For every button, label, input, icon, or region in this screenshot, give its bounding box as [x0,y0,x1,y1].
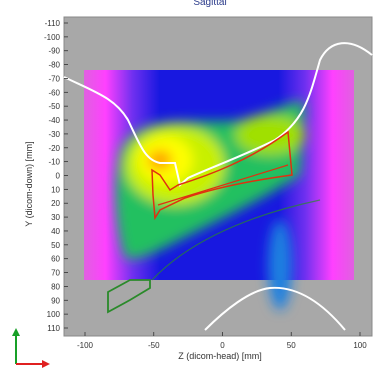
target-contour-inner [157,164,289,206]
y-axis: -110-100-90-80-70-60-50-40-30-20-1001020… [44,19,68,333]
y-tick-label: 10 [51,185,60,194]
y-tick-label: 100 [47,310,61,319]
y-tick-label: -80 [48,61,60,70]
view-title: Sagittal [193,0,227,8]
x-axis-label: Z (dicom-head) [mm] [178,351,262,361]
y-tick-label: -70 [48,74,60,83]
y-tick-label: 50 [51,241,60,250]
dose-distribution [84,70,354,310]
y-tick-label: 110 [47,324,60,333]
y-tick-label: 70 [51,269,60,278]
y-tick-label: 60 [51,255,60,264]
y-tick-label: -30 [48,130,60,139]
y-tick-label: -110 [45,19,61,28]
y-tick-label: -90 [48,47,60,56]
y-tick-label: -10 [48,158,60,167]
y-tick-label: 90 [51,296,60,305]
x-tick-label: -100 [77,341,94,350]
organ-contour [107,279,151,314]
x-axis: -100 -50 0 50 100 [77,332,367,350]
y-tick-label: 20 [51,199,60,208]
y-tick-label: 80 [51,282,60,291]
x-tick-label: 100 [353,341,367,350]
body-contour-lower [204,286,346,331]
y-tick-label: 40 [51,227,60,236]
x-tick-label: -50 [148,341,160,350]
y-tick-label: -100 [44,33,61,42]
y-tick-label: 0 [56,172,61,181]
orientation-indicator [12,328,50,368]
body-contour [63,42,373,187]
x-tick-label: 0 [220,341,225,350]
target-contour [151,130,293,221]
y-axis-label: Y (dicom-down) [mm] [24,141,34,227]
y-tick-label: 30 [51,213,60,222]
y-tick-label: -60 [48,88,60,97]
organ-contour-upper [151,199,321,281]
x-tick-label: 50 [287,341,296,350]
y-tick-label: -20 [48,144,60,153]
y-tick-label: -50 [48,102,60,111]
y-tick-label: -40 [48,116,60,125]
